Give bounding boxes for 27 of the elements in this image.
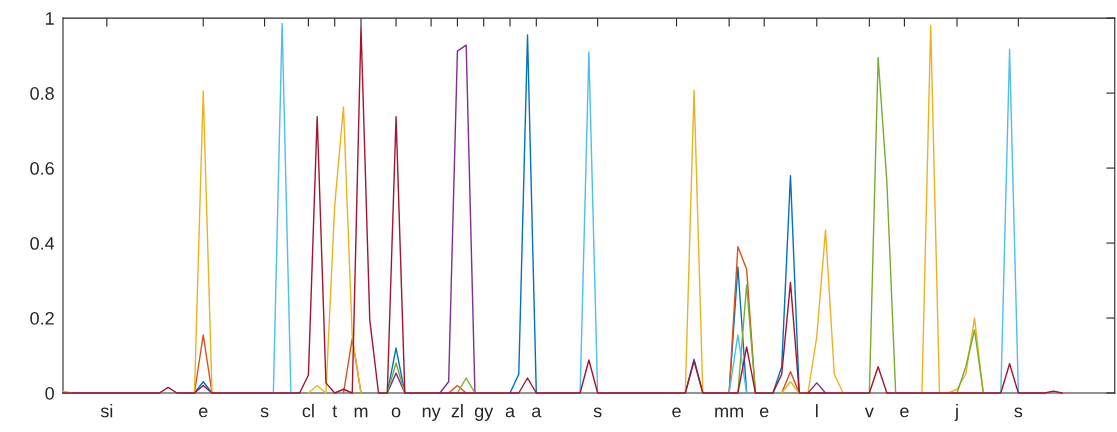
x-tick-label: a (505, 407, 516, 418)
x-tick-label: s (593, 407, 602, 418)
y-tick-label: 0.6 (30, 162, 54, 175)
x-tick-label: s (1014, 407, 1023, 418)
y-tick-label: 0 (45, 386, 54, 400)
x-tick-label: si (100, 404, 113, 418)
x-tick-label: m (354, 407, 368, 418)
x-tick-label: gy (474, 407, 494, 421)
x-tick-label: ny (422, 407, 441, 421)
x-tick-label: e (198, 407, 208, 418)
x-tick-label: o (391, 407, 401, 418)
x-tick-label: s (260, 407, 269, 418)
x-tick-label: e (900, 407, 909, 418)
x-tick-label: e (759, 407, 769, 418)
x-tick-label: cl (302, 404, 314, 418)
x-tick-label: a (532, 407, 542, 418)
y-tick-label: 0.8 (30, 87, 54, 100)
x-tick-label: zl (451, 404, 463, 418)
x-tick-label: e (672, 407, 681, 418)
y-tick-label: 1 (46, 12, 54, 25)
x-tick-label: j (954, 404, 958, 421)
y-tick-label: 0.4 (30, 236, 55, 250)
x-tick-label: mm (715, 407, 743, 418)
x-tick-label: v (864, 407, 874, 418)
y-tick-label: 0.2 (30, 311, 54, 325)
x-tick-label: l (815, 404, 818, 418)
x-tick-label: t (332, 405, 338, 418)
